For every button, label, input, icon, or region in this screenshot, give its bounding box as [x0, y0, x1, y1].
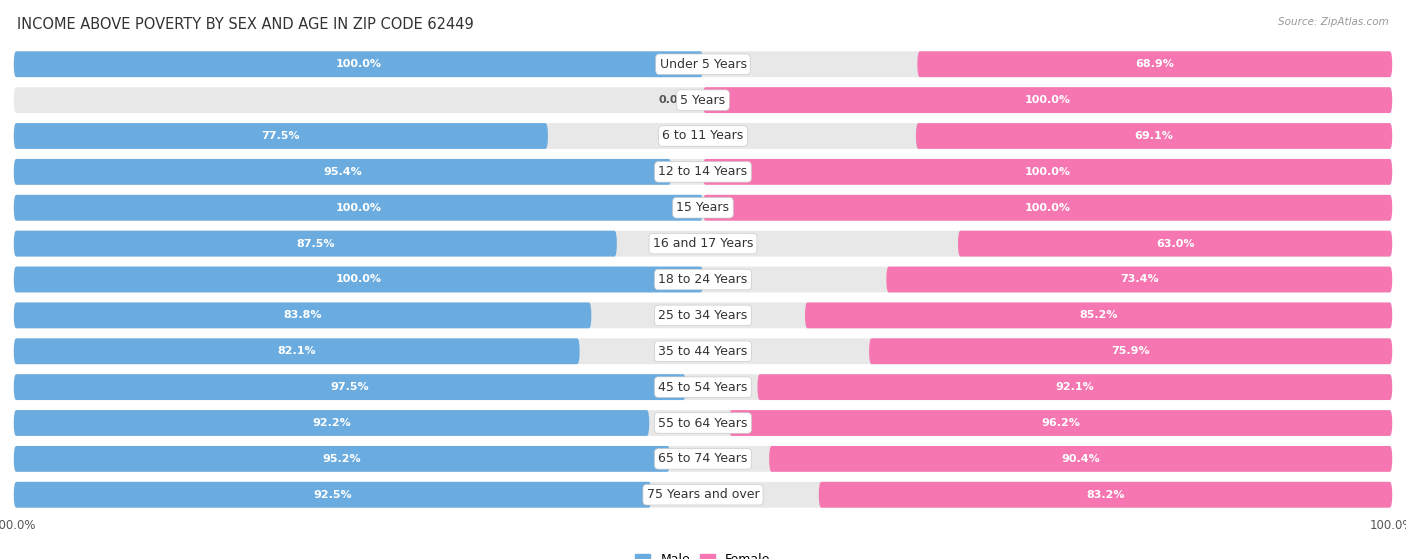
Text: 90.4%: 90.4%	[1062, 454, 1099, 464]
FancyBboxPatch shape	[957, 231, 1392, 257]
FancyBboxPatch shape	[14, 267, 1392, 292]
Text: 82.1%: 82.1%	[277, 346, 316, 356]
Text: 83.2%: 83.2%	[1087, 490, 1125, 500]
Text: 12 to 14 Years: 12 to 14 Years	[658, 165, 748, 178]
Text: 95.2%: 95.2%	[322, 454, 361, 464]
Text: 45 to 54 Years: 45 to 54 Years	[658, 381, 748, 394]
FancyBboxPatch shape	[730, 410, 1392, 436]
Text: 100.0%: 100.0%	[1025, 203, 1070, 213]
Text: 92.5%: 92.5%	[314, 490, 352, 500]
Text: 25 to 34 Years: 25 to 34 Years	[658, 309, 748, 322]
Text: INCOME ABOVE POVERTY BY SEX AND AGE IN ZIP CODE 62449: INCOME ABOVE POVERTY BY SEX AND AGE IN Z…	[17, 17, 474, 32]
FancyBboxPatch shape	[869, 338, 1392, 364]
Text: 55 to 64 Years: 55 to 64 Years	[658, 416, 748, 429]
FancyBboxPatch shape	[14, 446, 1392, 472]
FancyBboxPatch shape	[917, 51, 1392, 77]
FancyBboxPatch shape	[886, 267, 1392, 292]
FancyBboxPatch shape	[915, 123, 1392, 149]
Text: 100.0%: 100.0%	[1025, 167, 1070, 177]
FancyBboxPatch shape	[14, 302, 1392, 328]
Text: Source: ZipAtlas.com: Source: ZipAtlas.com	[1278, 17, 1389, 27]
Text: 100.0%: 100.0%	[336, 59, 381, 69]
Text: 87.5%: 87.5%	[297, 239, 335, 249]
Text: 97.5%: 97.5%	[330, 382, 370, 392]
FancyBboxPatch shape	[14, 482, 651, 508]
FancyBboxPatch shape	[818, 482, 1392, 508]
Text: 69.1%: 69.1%	[1135, 131, 1174, 141]
Text: 92.1%: 92.1%	[1056, 382, 1094, 392]
Text: 100.0%: 100.0%	[336, 274, 381, 285]
Text: 35 to 44 Years: 35 to 44 Years	[658, 345, 748, 358]
FancyBboxPatch shape	[769, 446, 1392, 472]
Text: 15 Years: 15 Years	[676, 201, 730, 214]
FancyBboxPatch shape	[14, 446, 669, 472]
Text: 65 to 74 Years: 65 to 74 Years	[658, 452, 748, 466]
FancyBboxPatch shape	[14, 195, 1392, 221]
Text: 16 and 17 Years: 16 and 17 Years	[652, 237, 754, 250]
Text: 73.4%: 73.4%	[1121, 274, 1159, 285]
Legend: Male, Female: Male, Female	[630, 548, 776, 559]
Text: 5 Years: 5 Years	[681, 93, 725, 107]
Text: 6 to 11 Years: 6 to 11 Years	[662, 130, 744, 143]
FancyBboxPatch shape	[703, 87, 1392, 113]
FancyBboxPatch shape	[14, 195, 703, 221]
FancyBboxPatch shape	[14, 410, 1392, 436]
FancyBboxPatch shape	[14, 410, 650, 436]
FancyBboxPatch shape	[14, 267, 703, 292]
FancyBboxPatch shape	[806, 302, 1392, 328]
FancyBboxPatch shape	[14, 231, 617, 257]
FancyBboxPatch shape	[14, 159, 671, 185]
FancyBboxPatch shape	[14, 159, 1392, 185]
FancyBboxPatch shape	[14, 338, 579, 364]
FancyBboxPatch shape	[14, 51, 703, 77]
Text: 95.4%: 95.4%	[323, 167, 361, 177]
Text: 83.8%: 83.8%	[284, 310, 322, 320]
FancyBboxPatch shape	[703, 159, 1392, 185]
Text: Under 5 Years: Under 5 Years	[659, 58, 747, 71]
FancyBboxPatch shape	[14, 123, 1392, 149]
Text: 68.9%: 68.9%	[1135, 59, 1174, 69]
Text: 100.0%: 100.0%	[336, 203, 381, 213]
FancyBboxPatch shape	[703, 195, 1392, 221]
FancyBboxPatch shape	[14, 374, 686, 400]
Text: 63.0%: 63.0%	[1156, 239, 1194, 249]
Text: 0.0%: 0.0%	[658, 95, 689, 105]
Text: 18 to 24 Years: 18 to 24 Years	[658, 273, 748, 286]
FancyBboxPatch shape	[14, 302, 592, 328]
FancyBboxPatch shape	[14, 51, 1392, 77]
Text: 75.9%: 75.9%	[1111, 346, 1150, 356]
Text: 100.0%: 100.0%	[1369, 519, 1406, 532]
Text: 96.2%: 96.2%	[1042, 418, 1080, 428]
Text: 100.0%: 100.0%	[1025, 95, 1070, 105]
Text: 75 Years and over: 75 Years and over	[647, 488, 759, 501]
FancyBboxPatch shape	[758, 374, 1392, 400]
FancyBboxPatch shape	[14, 231, 1392, 257]
Text: 92.2%: 92.2%	[312, 418, 352, 428]
FancyBboxPatch shape	[14, 482, 1392, 508]
FancyBboxPatch shape	[14, 123, 548, 149]
Text: 100.0%: 100.0%	[0, 519, 37, 532]
Text: 85.2%: 85.2%	[1080, 310, 1118, 320]
FancyBboxPatch shape	[14, 374, 1392, 400]
FancyBboxPatch shape	[14, 87, 1392, 113]
FancyBboxPatch shape	[14, 338, 1392, 364]
Text: 77.5%: 77.5%	[262, 131, 299, 141]
